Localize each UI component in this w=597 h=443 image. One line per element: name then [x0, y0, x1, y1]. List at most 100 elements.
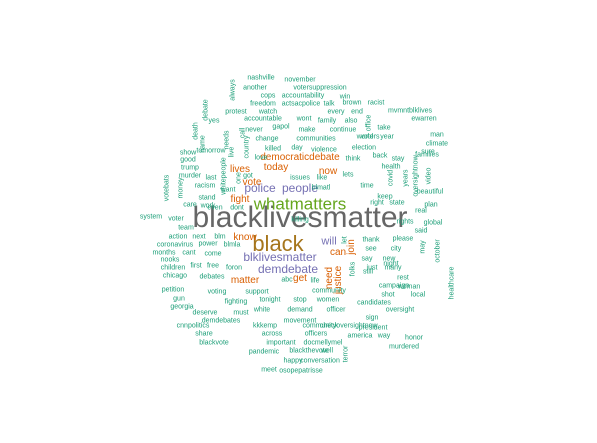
- word-black: black: [252, 231, 304, 256]
- word-kkkemp: kkkemp: [252, 322, 278, 330]
- word-voter: voter: [168, 215, 184, 223]
- word-tonight: tonight: [259, 296, 281, 304]
- word-petition: petition: [161, 286, 185, 294]
- word-check: check: [319, 322, 339, 330]
- word-killing: killing: [291, 216, 309, 224]
- word-got: got: [243, 172, 253, 180]
- word-keep: keep: [377, 193, 393, 201]
- word-cnnpolitics: cnnpolitics: [176, 322, 210, 330]
- word-gapol: gapol: [272, 123, 290, 131]
- word-country: country: [243, 135, 251, 159]
- word-world: world: [356, 133, 374, 141]
- word-ewarren: ewarren: [411, 115, 437, 123]
- word-can: can: [329, 247, 347, 258]
- word-death: death: [192, 122, 200, 140]
- word-pandemic: pandemic: [248, 348, 280, 356]
- word-across: across: [261, 330, 283, 338]
- word-killed: killed: [265, 145, 281, 153]
- word-must: must: [233, 309, 249, 317]
- word-take: take: [377, 124, 391, 132]
- word-sure: sure: [421, 148, 435, 156]
- word-year: year: [380, 133, 394, 141]
- word-win: win: [339, 93, 351, 101]
- word-office: office: [365, 114, 373, 132]
- word-change: change: [255, 135, 279, 143]
- word-nooks: nooks: [160, 256, 180, 264]
- word-communities: communities: [296, 135, 336, 143]
- word-happy: happy: [283, 357, 303, 365]
- word-new: new: [382, 255, 396, 263]
- word-demdebate: demdebate: [257, 262, 319, 276]
- word-president: president: [358, 324, 388, 332]
- word-officers: officers: [304, 330, 328, 338]
- word-folks: folks: [349, 261, 357, 277]
- word-state: state: [389, 199, 405, 207]
- word-foron: foron: [226, 264, 242, 272]
- word-racism: racism: [194, 182, 216, 190]
- word-system: system: [139, 213, 163, 221]
- word-osopepatrisse: osopepatrisse: [279, 367, 323, 375]
- word-deserve: deserve: [192, 309, 218, 317]
- word-families: families: [415, 151, 439, 159]
- word-come: come: [204, 250, 222, 258]
- word-also: also: [344, 117, 358, 125]
- word-even: even: [207, 204, 223, 212]
- word-night: night: [383, 260, 399, 268]
- word-show: show: [179, 149, 197, 157]
- word-cops: cops: [260, 92, 276, 100]
- word-back: back: [372, 152, 388, 160]
- word-docmellymel: docmellymel: [303, 339, 343, 347]
- word-woman: woman: [397, 283, 421, 291]
- word-may: may: [419, 240, 427, 254]
- word-accountability: accountability: [281, 92, 325, 100]
- word-meet: meet: [261, 366, 277, 374]
- word-wont: wont: [296, 115, 312, 123]
- word-lives: lives: [229, 164, 251, 175]
- word-beautiful: beautiful: [416, 188, 444, 196]
- word-like: like: [316, 174, 328, 182]
- word-another: another: [243, 84, 267, 92]
- word-live: live: [228, 146, 236, 158]
- word-blacklivesmatter: blacklivesmatter: [192, 201, 408, 234]
- word-man: man: [430, 131, 444, 139]
- word-dont: dont: [230, 204, 244, 212]
- word-video: video: [425, 167, 433, 185]
- word-november: november: [284, 76, 316, 84]
- word-rights: rights: [396, 218, 414, 226]
- word-lets: lets: [342, 171, 354, 179]
- word-blm: blm: [214, 233, 226, 241]
- word-voters: voters: [360, 133, 380, 141]
- word-conversation: conversation: [300, 357, 340, 365]
- word-end: end: [351, 108, 363, 116]
- word-terror: terror: [342, 345, 350, 363]
- word-georgia: georgia: [170, 303, 194, 311]
- word-mvmntblklives: mvmntblklives: [388, 107, 432, 115]
- word-important: important: [266, 339, 296, 347]
- word-abc: abc: [281, 276, 293, 284]
- word-action: action: [168, 233, 188, 241]
- word-life: life: [310, 277, 320, 285]
- word-next: next: [192, 233, 206, 241]
- word-know: know: [233, 232, 257, 243]
- word-health: health: [381, 163, 401, 171]
- word-watch: watch: [258, 108, 278, 116]
- word-police: police: [244, 181, 276, 195]
- word-always: always: [229, 79, 237, 101]
- word-get: get: [293, 273, 307, 284]
- word-children: children: [160, 264, 186, 272]
- word-matter: matter: [230, 275, 260, 286]
- word-way: way: [377, 332, 391, 340]
- word-nashville: nashville: [247, 74, 275, 82]
- word-make: make: [298, 126, 316, 134]
- word-months: months: [152, 249, 176, 257]
- word-will: will: [321, 235, 337, 248]
- word-day: day: [291, 144, 303, 152]
- word-plan: plan: [424, 201, 438, 209]
- word-demdebates: demdebates: [201, 317, 241, 325]
- word-yes: yes: [208, 117, 220, 125]
- word-debates: debates: [199, 273, 225, 281]
- word-family: family: [317, 117, 337, 125]
- word-money: money: [177, 177, 185, 199]
- word-let: let: [341, 236, 349, 244]
- word-said: said: [414, 227, 428, 235]
